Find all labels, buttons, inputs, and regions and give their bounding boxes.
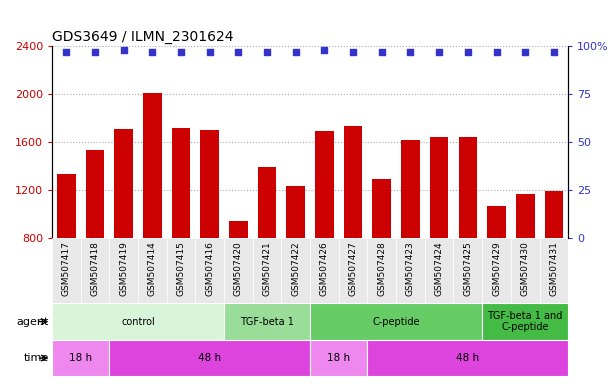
Text: 48 h: 48 h	[198, 353, 221, 363]
Text: control: control	[121, 316, 155, 327]
Text: C-peptide: C-peptide	[372, 316, 420, 327]
Text: 18 h: 18 h	[69, 353, 92, 363]
Text: GSM507422: GSM507422	[291, 242, 300, 296]
Bar	[109, 340, 310, 376]
Bar	[229, 221, 247, 334]
Point	[348, 49, 358, 55]
Text: time: time	[24, 353, 49, 363]
Bar	[52, 303, 224, 340]
Bar	[258, 167, 276, 334]
Bar	[430, 137, 448, 334]
Point	[147, 49, 157, 55]
Text: GSM507427: GSM507427	[349, 242, 357, 296]
Bar	[172, 127, 191, 334]
Text: GSM507418: GSM507418	[90, 242, 100, 296]
Bar	[338, 238, 367, 303]
Bar	[315, 131, 334, 334]
Point	[90, 49, 100, 55]
Bar	[310, 303, 482, 340]
Point	[463, 49, 473, 55]
Text: GSM507430: GSM507430	[521, 242, 530, 296]
Point	[320, 47, 329, 53]
Bar	[373, 179, 391, 334]
Bar	[544, 191, 563, 334]
Bar	[282, 238, 310, 303]
Text: GSM507419: GSM507419	[119, 242, 128, 296]
Point	[233, 49, 243, 55]
Point	[434, 49, 444, 55]
Text: agent: agent	[16, 316, 49, 327]
Bar	[425, 238, 453, 303]
Point	[549, 49, 559, 55]
Bar	[253, 238, 282, 303]
Text: GSM507426: GSM507426	[320, 242, 329, 296]
Point	[291, 49, 301, 55]
Bar	[196, 238, 224, 303]
Text: GSM507425: GSM507425	[463, 242, 472, 296]
Text: TGF-beta 1 and
C-peptide: TGF-beta 1 and C-peptide	[488, 311, 563, 333]
Bar	[540, 238, 568, 303]
Bar	[287, 187, 305, 334]
Text: GSM507431: GSM507431	[549, 242, 558, 296]
Bar	[143, 93, 162, 334]
Bar	[482, 238, 511, 303]
Bar	[516, 194, 535, 334]
Text: 48 h: 48 h	[456, 353, 480, 363]
Point	[262, 49, 272, 55]
Text: TGF-beta 1: TGF-beta 1	[240, 316, 294, 327]
Text: GSM507416: GSM507416	[205, 242, 214, 296]
Bar	[310, 340, 367, 376]
Text: 18 h: 18 h	[327, 353, 350, 363]
Text: GSM507415: GSM507415	[177, 242, 186, 296]
Bar	[224, 303, 310, 340]
Text: GSM507420: GSM507420	[234, 242, 243, 296]
Bar	[109, 238, 138, 303]
Bar	[200, 130, 219, 334]
Bar	[482, 303, 568, 340]
Bar	[114, 129, 133, 334]
Point	[205, 49, 214, 55]
Bar	[81, 238, 109, 303]
Text: GDS3649 / ILMN_2301624: GDS3649 / ILMN_2301624	[52, 30, 233, 44]
Bar	[52, 340, 109, 376]
Bar	[458, 137, 477, 334]
Text: GSM507417: GSM507417	[62, 242, 71, 296]
Bar	[167, 238, 196, 303]
Bar	[224, 238, 253, 303]
Point	[492, 49, 502, 55]
Bar	[310, 238, 338, 303]
Text: GSM507414: GSM507414	[148, 242, 157, 296]
Point	[176, 49, 186, 55]
Text: GSM507421: GSM507421	[263, 242, 271, 296]
Bar	[396, 238, 425, 303]
Bar	[86, 151, 104, 334]
Point	[377, 49, 387, 55]
Point	[61, 49, 71, 55]
Text: GSM507424: GSM507424	[434, 242, 444, 296]
Bar	[511, 238, 540, 303]
Bar	[367, 238, 396, 303]
Point	[406, 49, 415, 55]
Point	[521, 49, 530, 55]
Point	[119, 47, 128, 53]
Bar	[401, 140, 420, 334]
Bar	[57, 174, 76, 334]
Bar	[138, 238, 167, 303]
Bar	[367, 340, 568, 376]
Bar	[487, 206, 506, 334]
Bar	[344, 126, 362, 334]
Text: GSM507423: GSM507423	[406, 242, 415, 296]
Text: GSM507429: GSM507429	[492, 242, 501, 296]
Bar	[453, 238, 482, 303]
Bar	[52, 238, 81, 303]
Text: GSM507428: GSM507428	[377, 242, 386, 296]
